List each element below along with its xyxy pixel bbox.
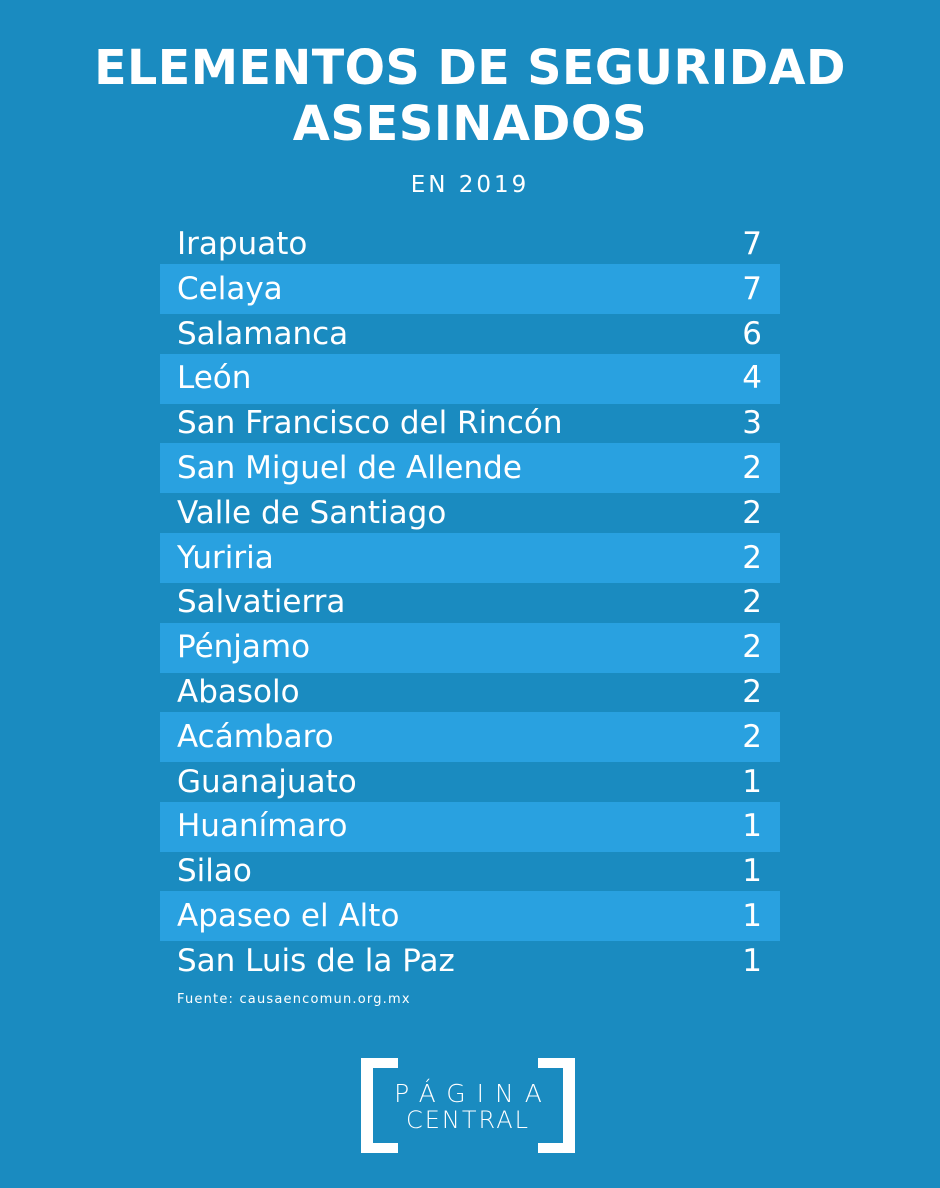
count-value: 4 (742, 360, 762, 397)
row-band (160, 532, 780, 583)
table-row: San Miguel de Allende 2 (160, 443, 780, 494)
row-band (160, 891, 780, 942)
municipality-name: Celaya (177, 270, 283, 307)
table-row: Yuriria 2 (160, 532, 780, 583)
data-table: Irapuato 7 Celaya 7 Salamanca 6 León 4 San F… (160, 222, 780, 984)
table-row: San Francisco del Rincón 3 (160, 401, 780, 446)
row-band (160, 353, 780, 404)
count-value: 2 (742, 584, 762, 621)
subtitle-year: EN 2019 (410, 172, 530, 198)
table-row: Salamanca 6 (160, 312, 780, 357)
table-row: Acámbaro 2 (160, 712, 780, 763)
municipality-name: Acámbaro (177, 718, 334, 755)
count-value: 1 (742, 763, 762, 800)
left-bracket-icon (361, 1058, 398, 1153)
logo-line-2: CENTRAL (405, 1106, 531, 1134)
count-value: 1 (742, 853, 762, 890)
count-value: 2 (742, 718, 762, 755)
title-line-2: ASESINADOS (292, 96, 648, 152)
count-value: 2 (742, 629, 762, 666)
table-row: San Luis de la Paz 1 (160, 939, 780, 984)
count-value: 2 (742, 449, 762, 486)
page-title: ELEMENTOS DE SEGURIDAD ASESINADOS (0, 40, 940, 152)
row-band (160, 443, 780, 494)
municipality-name: Yuriria (177, 539, 274, 576)
count-value: 2 (742, 673, 762, 710)
title-line-1: ELEMENTOS DE SEGURIDAD (94, 40, 846, 96)
count-value: 7 (742, 226, 762, 262)
table-row: Salvatierra 2 (160, 580, 780, 625)
source-credit: Fuente: causaencomun.org.mx (177, 992, 411, 1007)
municipality-name: San Luis de la Paz (177, 942, 455, 979)
logo-wordmark: PÁGINA CENTRAL (383, 1080, 553, 1133)
municipality-name: Salvatierra (177, 584, 346, 621)
municipality-name: Huanímaro (177, 808, 348, 845)
table-row: Apaseo el Alto 1 (160, 891, 780, 942)
table-row: Silao 1 (160, 849, 780, 894)
table-row: Celaya 7 (160, 264, 780, 315)
municipality-name: Pénjamo (177, 629, 311, 666)
municipality-name: Valle de Santiago (177, 494, 447, 531)
right-bracket-icon (538, 1058, 575, 1153)
table-row: Guanajuato 1 (160, 760, 780, 805)
count-value: 2 (742, 494, 762, 531)
table-row: Abasolo 2 (160, 670, 780, 715)
municipality-name: Salamanca (177, 315, 349, 352)
row-band (160, 801, 780, 852)
row-band (160, 622, 780, 673)
municipality-name: Irapuato (177, 226, 308, 262)
table-row: Valle de Santiago 2 (160, 491, 780, 536)
row-band (160, 264, 780, 315)
count-value: 1 (742, 942, 762, 979)
count-value: 1 (742, 808, 762, 845)
table-row: Pénjamo 2 (160, 622, 780, 673)
logo-line-1: PÁGINA (394, 1079, 553, 1108)
municipality-name: Guanajuato (177, 763, 357, 800)
municipality-name: Abasolo (177, 673, 300, 710)
municipality-name: Apaseo el Alto (177, 897, 400, 934)
table-row: León 4 (160, 353, 780, 404)
table-row: Irapuato 7 (160, 222, 780, 267)
municipality-name: Silao (177, 853, 252, 890)
count-value: 6 (742, 315, 762, 352)
table-row: Huanímaro 1 (160, 801, 780, 852)
count-value: 3 (742, 405, 762, 442)
pagina-central-logo: PÁGINA CENTRAL (361, 1058, 575, 1153)
count-value: 2 (742, 539, 762, 576)
count-value: 1 (742, 897, 762, 934)
municipality-name: San Francisco del Rincón (177, 405, 563, 442)
municipality-name: San Miguel de Allende (177, 449, 522, 486)
municipality-name: León (177, 360, 252, 397)
row-band (160, 847, 780, 897)
row-band (160, 712, 780, 763)
count-value: 7 (742, 270, 762, 307)
